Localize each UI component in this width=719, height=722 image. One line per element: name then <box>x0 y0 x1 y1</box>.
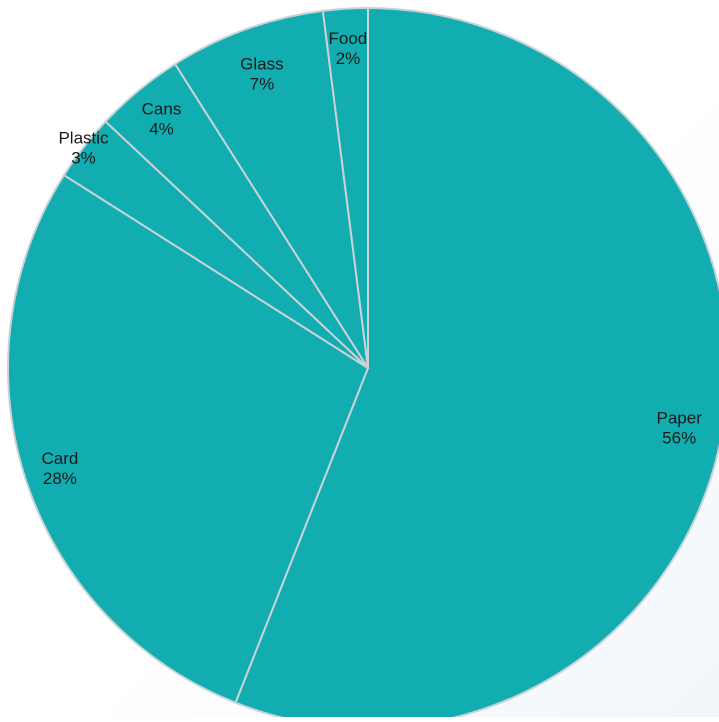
slice-name-label: Card <box>41 449 78 468</box>
pie-slices <box>7 7 719 722</box>
pie-slice-glass <box>174 9 369 369</box>
pie-slice-paper <box>234 7 719 722</box>
pie-slice-card <box>7 174 369 704</box>
slice-percent-label: 4% <box>149 119 174 138</box>
slice-percent-label: 7% <box>250 74 275 93</box>
slice-percent-label: 56% <box>662 428 696 447</box>
slice-name-label: Food <box>329 29 368 48</box>
slice-name-label: Cans <box>142 99 182 118</box>
slice-name-label: Glass <box>240 54 283 73</box>
slice-name-label: Plastic <box>58 128 109 147</box>
pie-slice-food <box>321 7 369 369</box>
slice-percent-label: 3% <box>71 148 96 167</box>
slice-percent-label: 2% <box>336 49 361 68</box>
slice-name-label: Paper <box>657 408 703 427</box>
slice-percent-label: 28% <box>43 469 77 488</box>
